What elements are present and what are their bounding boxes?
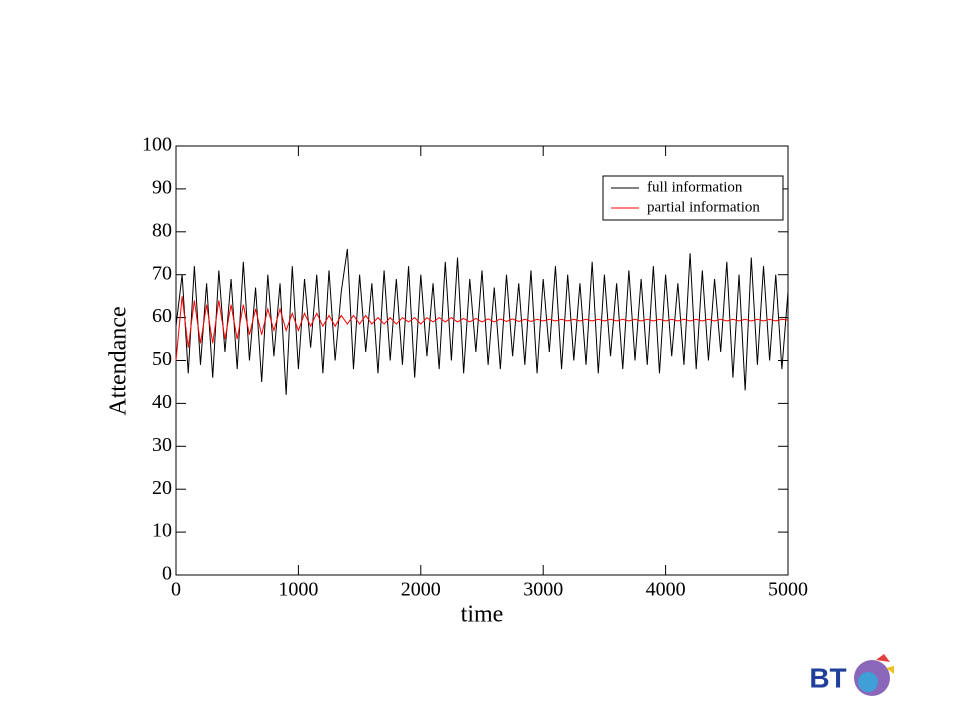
legend-label: full information [647,179,743,195]
y-tick-label: 30 [152,434,172,456]
x-tick-label: 4000 [646,579,686,601]
y-tick-label: 0 [162,563,172,585]
x-tick-label: 0 [171,579,181,601]
x-axis-label: time [461,602,504,628]
legend-label: partial information [647,199,760,215]
y-tick-label: 80 [152,219,172,241]
y-tick-label: 20 [152,477,172,499]
logo-spark [876,654,890,662]
legend-box [602,175,784,221]
logo-globe-inner [858,672,878,692]
x-tick-label: 2000 [401,579,441,601]
series-line [175,248,789,395]
logo-spark [886,666,894,674]
y-tick-label: 10 [152,520,172,542]
x-tick-label: 3000 [523,579,563,601]
series-line [175,296,789,361]
y-tick-label: 90 [152,176,172,198]
x-tick-label: 1000 [278,579,318,601]
y-tick-label: 50 [152,348,172,370]
y-tick-label: 100 [142,134,172,156]
y-tick-label: 70 [152,262,172,284]
y-tick-label: 40 [152,391,172,413]
y-axis-label: Attendance [106,306,132,415]
logo: BT [809,654,894,696]
y-tick-label: 60 [152,305,172,327]
logo-text: BT [809,662,846,693]
x-tick-label: 5000 [768,579,808,601]
